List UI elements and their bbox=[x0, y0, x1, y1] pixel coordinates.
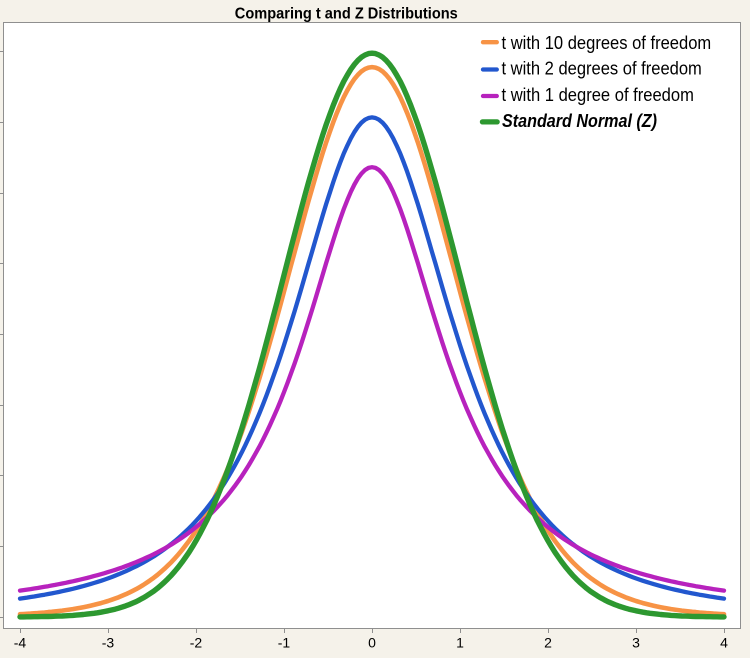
svg-text:-4: -4 bbox=[14, 635, 27, 651]
svg-text:Comparing t and Z Distribution: Comparing t and Z Distributions bbox=[235, 6, 458, 23]
svg-text:-2: -2 bbox=[190, 635, 203, 651]
svg-text:2: 2 bbox=[544, 635, 552, 651]
svg-text:4: 4 bbox=[720, 635, 728, 651]
svg-text:1: 1 bbox=[456, 635, 464, 651]
svg-text:t with 2 degrees of freedom: t with 2 degrees of freedom bbox=[502, 59, 702, 79]
svg-text:Standard Normal (Z): Standard Normal (Z) bbox=[502, 111, 657, 131]
svg-text:-1: -1 bbox=[278, 635, 291, 651]
svg-text:0: 0 bbox=[368, 635, 376, 651]
svg-text:t with 1 degree of freedom: t with 1 degree of freedom bbox=[502, 85, 694, 105]
svg-text:t with 10 degrees of freedom: t with 10 degrees of freedom bbox=[502, 33, 712, 53]
svg-text:3: 3 bbox=[632, 635, 640, 651]
svg-text:-3: -3 bbox=[102, 635, 115, 651]
